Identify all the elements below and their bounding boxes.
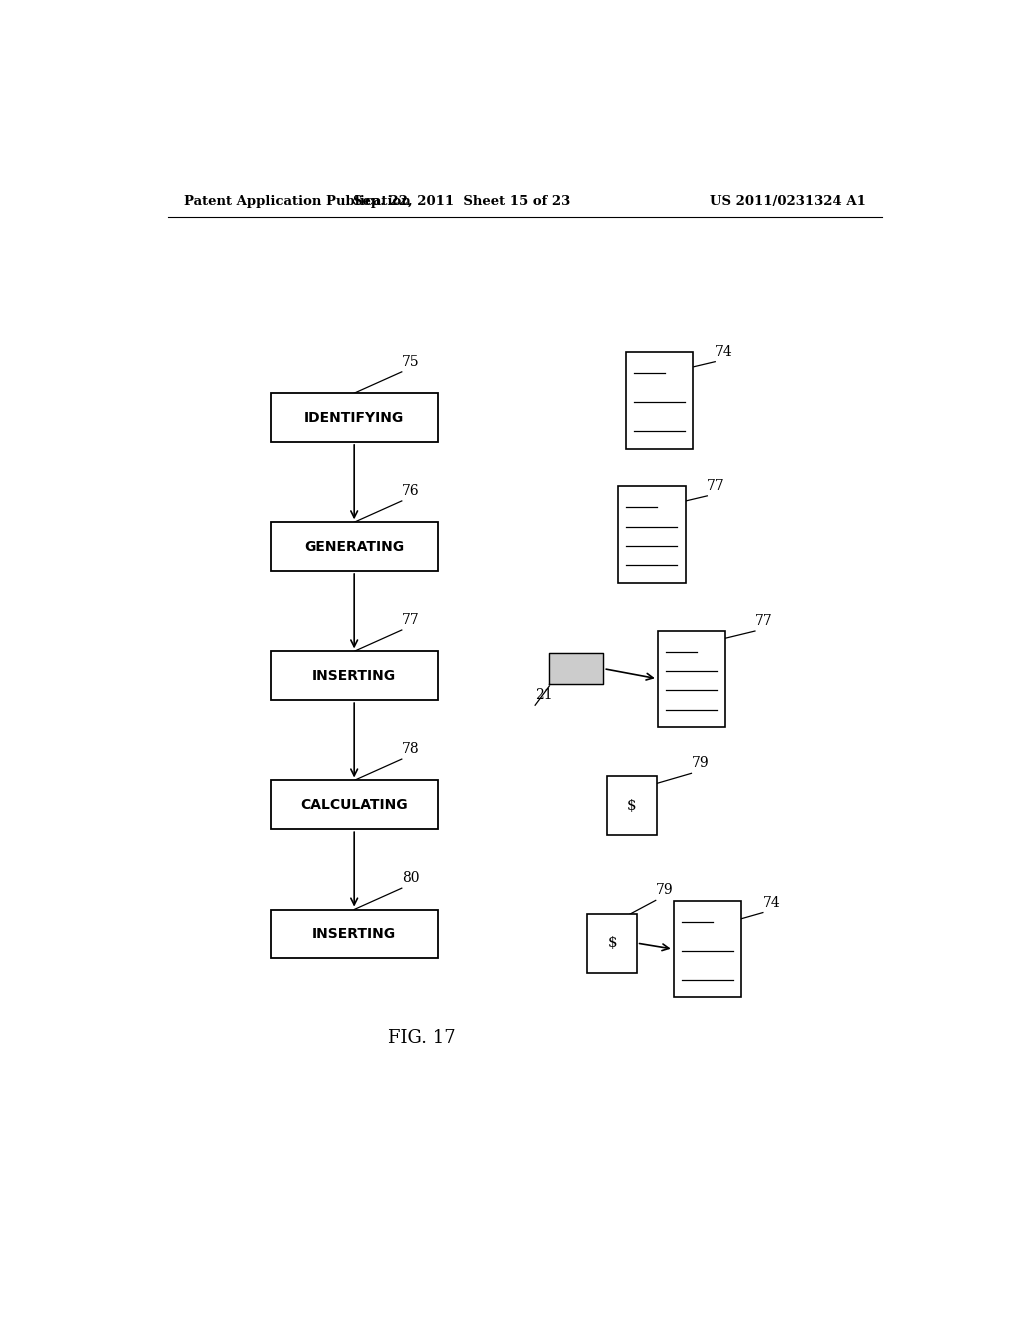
Bar bbox=[270, 909, 437, 958]
Text: 79: 79 bbox=[691, 756, 709, 771]
Text: 21: 21 bbox=[536, 688, 553, 702]
Text: 77: 77 bbox=[401, 612, 420, 627]
Text: 78: 78 bbox=[401, 742, 420, 756]
Text: 80: 80 bbox=[401, 871, 419, 886]
Text: INSERTING: INSERTING bbox=[312, 927, 396, 941]
Bar bbox=[270, 651, 437, 700]
Bar bbox=[588, 913, 637, 973]
Text: 74: 74 bbox=[763, 895, 780, 909]
Text: US 2011/0231324 A1: US 2011/0231324 A1 bbox=[711, 194, 866, 207]
Text: CALCULATING: CALCULATING bbox=[300, 797, 408, 812]
Text: $: $ bbox=[627, 799, 637, 813]
Text: GENERATING: GENERATING bbox=[304, 540, 404, 553]
Text: 77: 77 bbox=[755, 614, 773, 628]
Text: 76: 76 bbox=[401, 484, 420, 498]
Bar bbox=[657, 631, 725, 727]
Polygon shape bbox=[550, 653, 603, 684]
Text: $: $ bbox=[607, 936, 616, 950]
Bar bbox=[626, 352, 693, 449]
Text: INSERTING: INSERTING bbox=[312, 669, 396, 682]
Bar bbox=[618, 486, 685, 582]
Bar bbox=[607, 776, 656, 836]
Text: 77: 77 bbox=[708, 479, 725, 492]
Text: FIG. 17: FIG. 17 bbox=[388, 1028, 456, 1047]
Text: Patent Application Publication: Patent Application Publication bbox=[183, 194, 411, 207]
Bar bbox=[674, 900, 741, 998]
Text: IDENTIFYING: IDENTIFYING bbox=[304, 411, 404, 425]
Bar bbox=[270, 523, 437, 572]
Text: 75: 75 bbox=[401, 355, 420, 368]
Bar bbox=[270, 780, 437, 829]
Text: 79: 79 bbox=[655, 883, 674, 898]
Text: Sep. 22, 2011  Sheet 15 of 23: Sep. 22, 2011 Sheet 15 of 23 bbox=[352, 194, 570, 207]
Text: 74: 74 bbox=[715, 345, 733, 359]
Bar bbox=[270, 393, 437, 442]
